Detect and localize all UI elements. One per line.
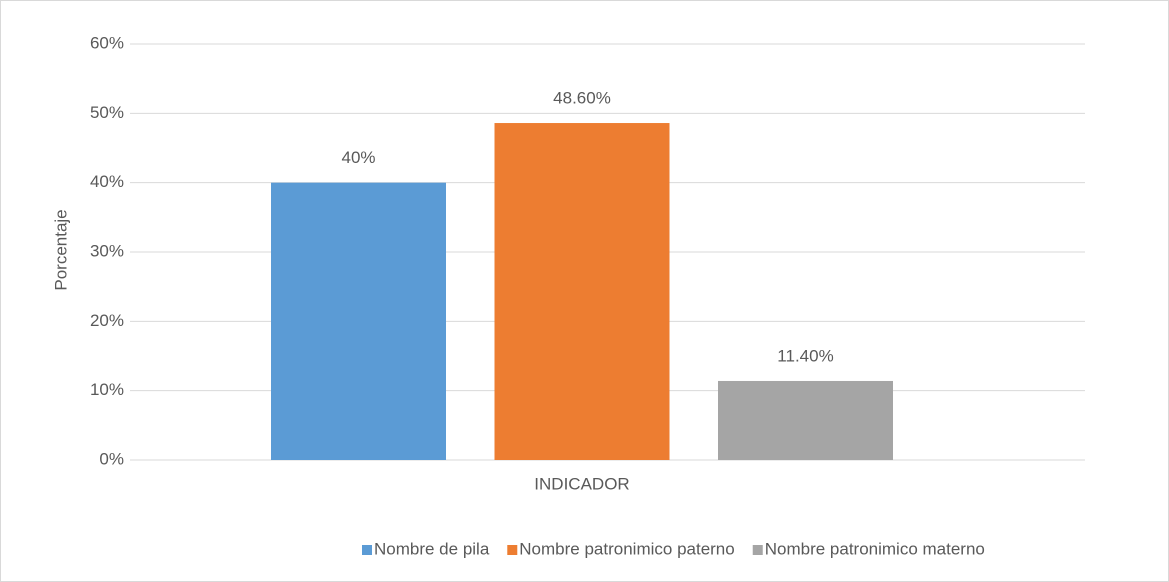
y-tick-label: 0% — [99, 449, 124, 468]
data-label: 11.40% — [777, 346, 833, 365]
bar — [494, 123, 670, 460]
y-tick-label: 30% — [90, 241, 124, 260]
data-label: 40% — [341, 148, 375, 167]
bar — [271, 182, 446, 460]
y-tick-label: 40% — [90, 172, 124, 191]
legend-label: Nombre patronimico materno — [765, 539, 985, 558]
y-tick-label: 60% — [90, 33, 124, 52]
bar — [718, 380, 893, 460]
y-axis-title: Porcentaje — [51, 209, 70, 290]
legend-swatch — [362, 545, 372, 555]
y-tick-label: 20% — [90, 311, 124, 330]
y-tick-label: 10% — [90, 380, 124, 399]
data-label: 48.60% — [553, 89, 611, 108]
x-tick-label: INDICADOR — [534, 474, 629, 493]
legend-swatch — [752, 545, 763, 555]
legend-label: Nombre de pila — [374, 539, 490, 558]
y-tick-label: 50% — [90, 103, 124, 122]
legend-swatch — [507, 545, 518, 555]
legend-label: Nombre patronimico paterno — [519, 539, 734, 558]
